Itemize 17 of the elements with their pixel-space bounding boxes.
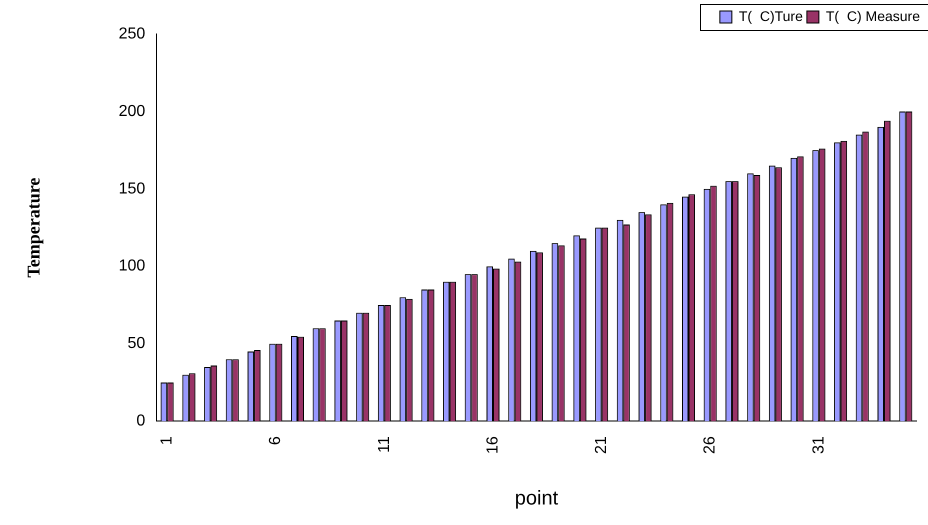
x-tick-label: 1 (158, 436, 176, 446)
y-tick-label: 50 (128, 335, 146, 352)
y-tick-label: 100 (118, 258, 146, 275)
x-tick-label: 11 (376, 436, 393, 453)
x-tick-label: 16 (484, 436, 502, 454)
x-tick-label: 31 (810, 436, 828, 454)
legend-label: T( C) Measure (826, 8, 920, 24)
y-tick-label: 150 (118, 180, 146, 198)
y-tick-label: 250 (118, 25, 146, 42)
y-axis-title: Temperature (23, 178, 44, 278)
y-tick-label: 0 (136, 412, 146, 430)
y-tick-label: 200 (118, 102, 146, 120)
x-tick-label: 6 (267, 436, 284, 446)
x-tick-label: 21 (593, 436, 610, 454)
x-tick-label: 26 (702, 436, 719, 454)
legend-label: T( C)Ture (738, 8, 804, 24)
x-axis-title: point (514, 488, 559, 510)
